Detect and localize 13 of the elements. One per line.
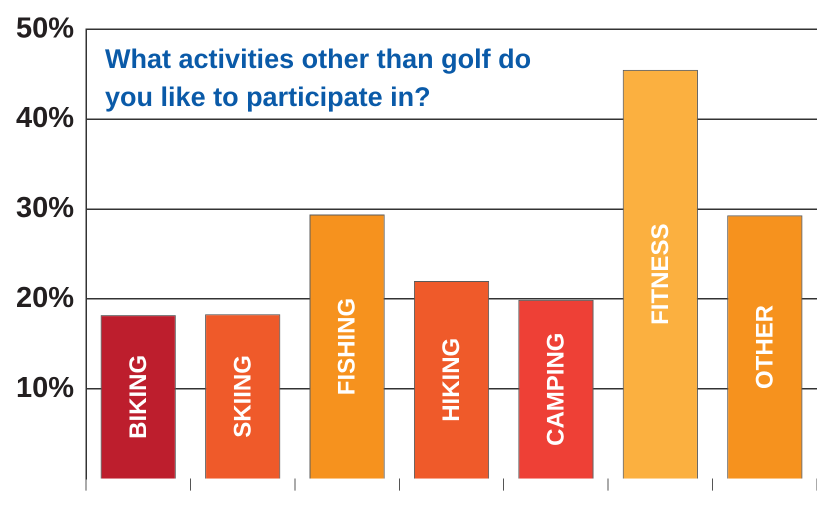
y-tick-label: 30% (16, 192, 74, 224)
x-tick-label: FISHING (334, 298, 361, 396)
x-tick-label: OTHER (751, 304, 778, 389)
y-tick-label: 50% (16, 12, 74, 44)
x-tick-label: FITNESS (646, 224, 674, 325)
y-tick-label: 10% (16, 372, 74, 404)
y-tick-label: 40% (16, 102, 74, 134)
x-tick-label: BIKING (124, 354, 152, 439)
x-tick-label: CAMPING (542, 332, 570, 446)
x-tick-label: HIKING (438, 338, 466, 422)
y-tick-label: 20% (16, 282, 74, 314)
text: What activities other than golf do you like to participate in? (105, 44, 532, 112)
x-tick-label: SKIING (229, 355, 256, 438)
